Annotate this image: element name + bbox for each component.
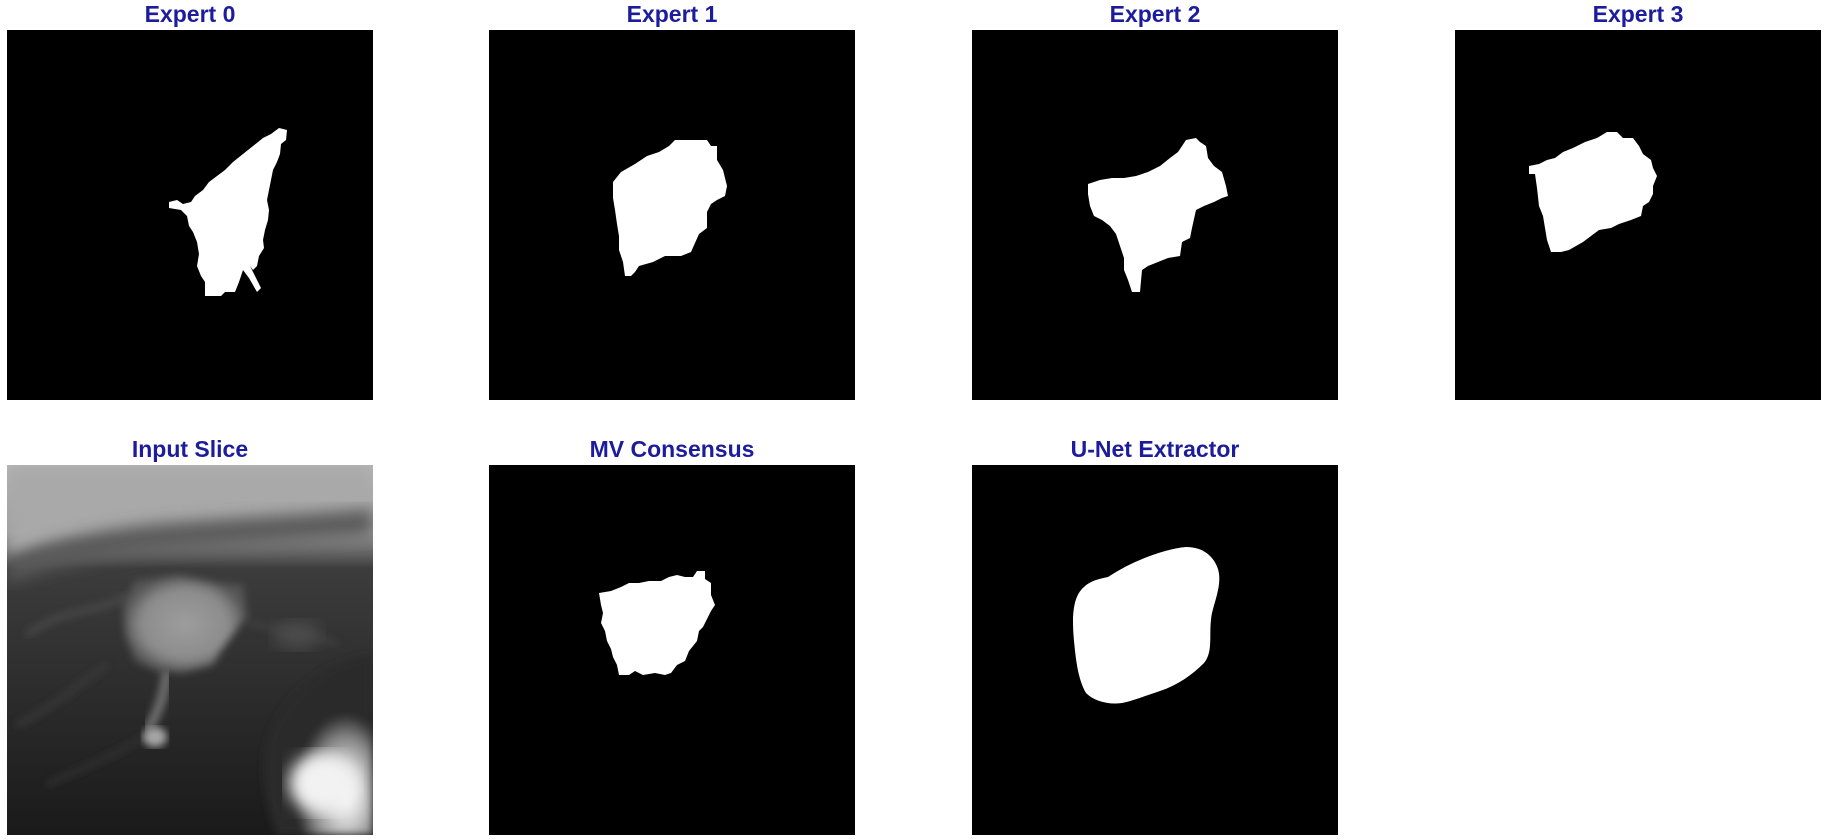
panel-unet-extractor: U-Net Extractor <box>972 436 1338 835</box>
mv-consensus-mask <box>489 465 855 835</box>
panel-mv-consensus: MV Consensus <box>489 436 855 835</box>
expert-0-mask <box>7 30 373 400</box>
panel-expert-0: Expert 0 <box>7 1 373 400</box>
expert-1-mask <box>489 30 855 400</box>
unet-extractor-mask <box>972 465 1338 835</box>
expert-2-mask <box>972 30 1338 400</box>
panel-expert-3: Expert 3 <box>1455 1 1821 400</box>
panel-title: Expert 0 <box>144 1 236 27</box>
panel-title: Input Slice <box>131 436 249 462</box>
panel-title: U-Net Extractor <box>1070 436 1240 462</box>
panel-title: Expert 1 <box>626 1 718 27</box>
panel-title: MV Consensus <box>589 436 755 462</box>
panel-expert-2: Expert 2 <box>972 1 1338 400</box>
input-slice-image <box>7 465 373 835</box>
panel-title: Expert 3 <box>1592 1 1684 27</box>
panel-expert-1: Expert 1 <box>489 1 855 400</box>
panel-input-slice: Input Slice <box>7 436 373 835</box>
panel-title: Expert 2 <box>1109 1 1201 27</box>
expert-3-mask <box>1455 30 1821 400</box>
